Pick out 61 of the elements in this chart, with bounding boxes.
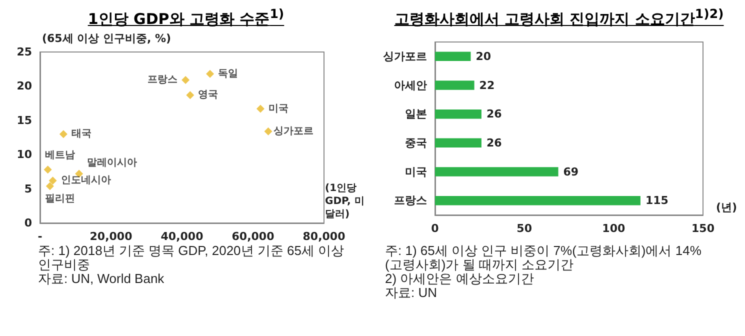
x-tick-label: 20,000 [90,230,133,243]
data-label: 26 [486,108,502,121]
point [59,130,68,138]
bar [435,52,471,62]
x-axis-title: (년) [716,201,738,214]
y-tick-label: 15 [16,114,32,127]
chart-title: 1인당 GDP와 고령화 수준$^{1)}$ [88,6,284,28]
x-tick-label: - [38,230,42,243]
series-label: 필리핀 [44,194,75,205]
x-tick-label: 100 [602,222,626,235]
data-label: 69 [563,165,579,178]
y-tick-label: 일본 [405,108,427,121]
point [206,70,214,78]
series-label: 싱가포르 [273,126,314,137]
point [44,166,52,174]
bar [435,109,482,119]
series-label: 영국 [198,90,218,101]
text: 주: 1) 2018년 기준 명목 GDP, 2020년 기준 65세 이상 인구비중 [38,243,346,272]
y-tick-label: 싱가포르 [383,50,427,63]
data-label: 115 [645,194,668,208]
text: 2) 아세안은 예상소요기간 [385,271,535,286]
point [46,182,54,190]
y-tick-label: 미국 [405,165,427,178]
y-tick-label: 프랑스 [394,194,427,208]
data-label: 26 [486,136,502,150]
y-tick-label: 5 [24,182,32,196]
series-label: 미국 [268,103,288,114]
point [256,104,264,113]
series-label: 프랑스 [148,74,178,86]
text: 자료: UN, World Bank [38,271,166,286]
series-label: 베트남 [44,150,75,162]
x-tick-label: 60,000 [232,230,275,243]
point [186,91,194,100]
point [48,176,57,185]
text: 자료: UN [385,285,438,300]
y-axis-title: (65세 이상 인구비중, %) [42,32,172,45]
bar [435,80,474,90]
point [182,76,190,84]
x-tick-label: 50 [516,222,532,235]
series-label: 태국 [71,128,92,140]
x-tick-label: 40,000 [160,230,204,243]
data-label: 22 [479,78,495,92]
chart-title: 고령화사회에서 고령사회 진입까지 소요기간$^{1)2)}$ [394,6,724,28]
x-tick-label: 80,000 [302,230,346,243]
x-tick-label: 0 [431,222,440,235]
y-tick-label: 10 [16,148,32,162]
bar [435,138,482,148]
bar [435,167,558,176]
y-tick-label: 25 [16,46,32,58]
y-tick-label: 중국 [405,136,427,150]
y-tick-label: 20 [16,80,32,93]
series-label: 말레이시아 [87,157,138,168]
x-axis-title: (1인당 GDP, 미달러) [325,183,364,220]
y-tick-label: 아세안 [394,78,427,92]
series-label: 인도네시아 [60,175,111,186]
data-label: 20 [476,50,492,63]
bar [435,196,640,206]
text: 주: 1) 65세 이상 인구 비중이 7%(고령화사회)에서 14%(고령사회)가 될 때까지 소요기간 [385,243,702,272]
series-label: 독일 [218,68,238,80]
point [264,127,272,136]
x-tick-label: 150 [692,222,715,235]
